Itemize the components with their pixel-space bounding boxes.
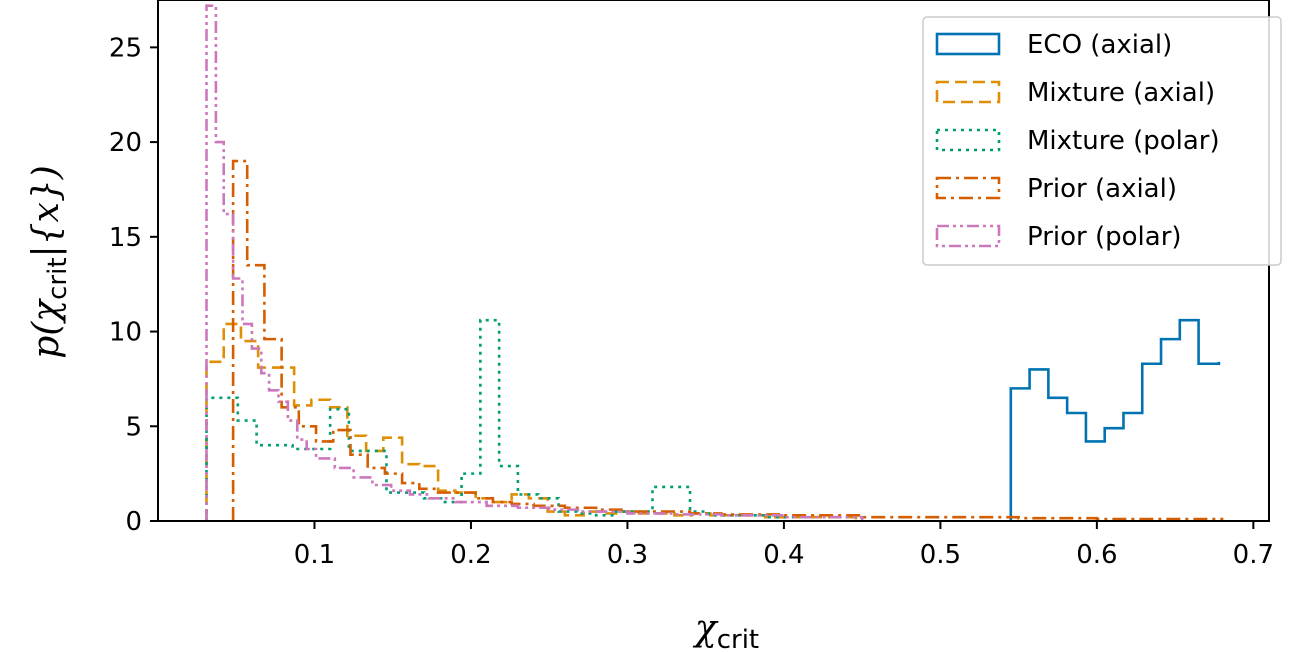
legend-swatch — [935, 128, 1001, 152]
x-tick-label: 0.7 — [1233, 540, 1274, 570]
legend-label: Prior (axial) — [1027, 174, 1177, 204]
legend-label: Prior (polar) — [1027, 222, 1182, 252]
x-axis-ticks: 0.1 0.2 0.3 0.4 0.5 0.6 0.7 — [294, 521, 1274, 570]
histogram-outline — [231, 159, 1224, 521]
legend: ECO (axial) Mixture (axial) Mixture (polar… — [922, 16, 1282, 266]
histogram-outline — [205, 322, 858, 521]
y-tick-label: 15 — [109, 223, 142, 253]
x-tick-label: 0.5 — [920, 540, 961, 570]
x-tick-label: 0.6 — [1076, 540, 1117, 570]
legend-swatch — [935, 176, 1001, 200]
y-axis-ticks: 0 5 10 15 20 25 — [109, 33, 158, 537]
legend-box — [922, 16, 1282, 266]
x-tick-label: 0.3 — [607, 540, 648, 570]
legend-swatch — [935, 80, 1001, 104]
legend-label: Mixture (polar) — [1027, 126, 1220, 156]
legend-swatch — [935, 32, 1001, 56]
histogram-outline — [205, 4, 864, 521]
x-axis-label: χcrit — [692, 608, 759, 652]
histogram-outline — [1009, 318, 1221, 521]
y-tick-label: 25 — [109, 33, 142, 63]
series-eco-axial — [1009, 318, 1221, 521]
legend-label: Mixture (axial) — [1027, 78, 1215, 108]
y-tick-label: 20 — [109, 128, 142, 158]
legend-label: ECO (axial) — [1027, 30, 1172, 60]
series-prior-polar — [205, 4, 864, 521]
x-tick-label: 0.1 — [294, 540, 335, 570]
legend-swatch — [935, 224, 1001, 248]
x-tick-label: 0.4 — [763, 540, 804, 570]
series-layer — [205, 4, 1224, 521]
y-tick-label: 10 — [109, 318, 142, 348]
series-prior-axial — [231, 159, 1224, 521]
series-mixture-axial — [205, 322, 858, 521]
y-tick-label: 5 — [125, 412, 142, 442]
y-tick-label: 0 — [125, 507, 142, 537]
x-tick-label: 0.2 — [450, 540, 491, 570]
histogram-outline — [205, 318, 804, 521]
y-axis-label: p(χcrit|{x}) — [26, 165, 73, 359]
series-mixture-polar — [205, 318, 804, 521]
